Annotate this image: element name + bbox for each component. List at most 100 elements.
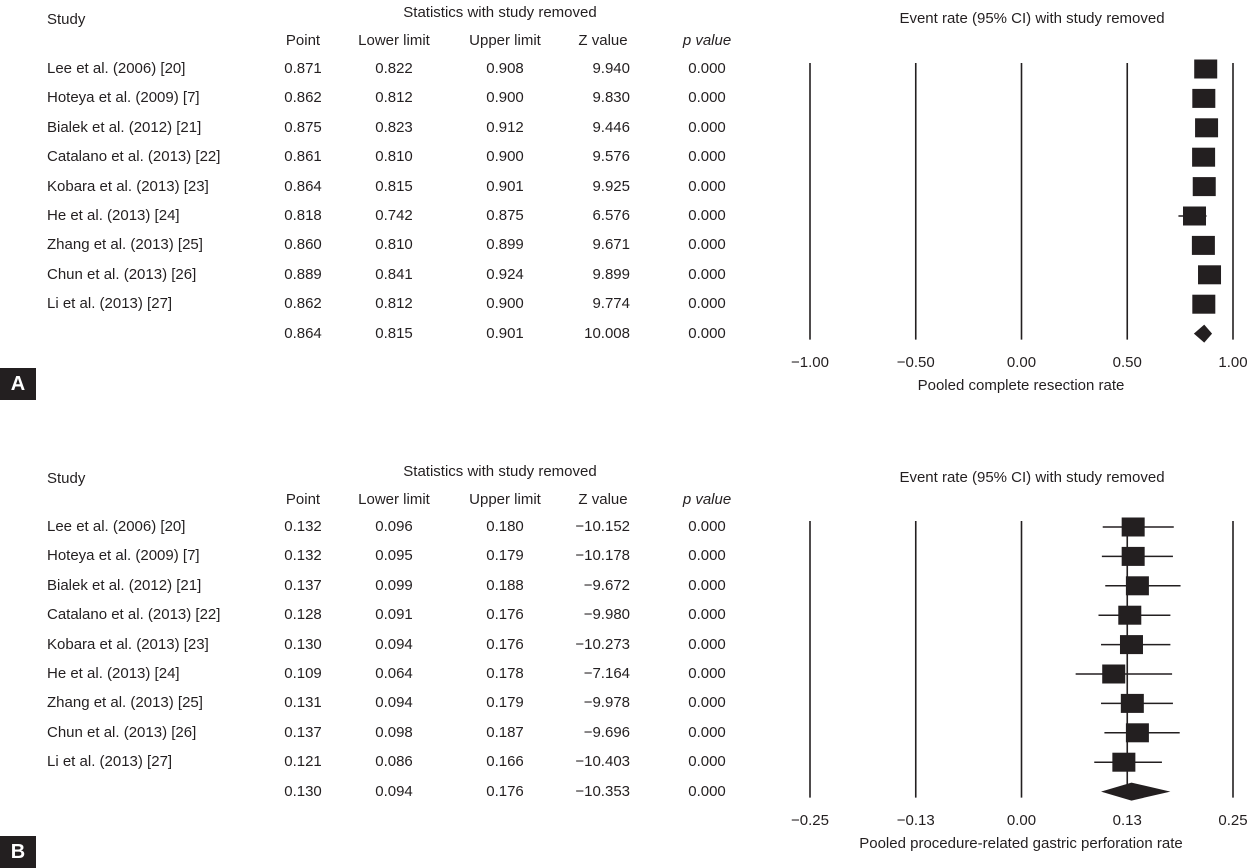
cell-p: 0.000: [688, 118, 726, 136]
point-estimate-square: [1102, 664, 1126, 684]
column-header: Z value: [578, 32, 628, 49]
study-name: Hoteya et al. (2009) [7]: [47, 547, 200, 565]
cell-upper: 0.187: [486, 723, 524, 741]
cell-upper: 0.924: [486, 265, 524, 283]
column-header: Z value: [578, 491, 628, 508]
cell-lower: 0.822: [375, 60, 413, 77]
cell-z: 9.576: [592, 148, 630, 166]
point-estimate-square: [1125, 723, 1149, 743]
column-header: Point: [285, 491, 321, 508]
point-estimate-square: [1191, 235, 1215, 255]
cell-point: 0.862: [284, 89, 322, 107]
point-estimate-square: [1192, 177, 1216, 197]
cell-lower: 0.086: [375, 753, 413, 771]
cell-p: 0.000: [688, 236, 726, 254]
cell-z: −9.980: [583, 606, 630, 624]
cell-lower: 0.823: [375, 118, 413, 136]
cell-lower: 0.098: [375, 723, 413, 741]
cell-lower: 0.815: [375, 324, 413, 342]
panel-label-a: A: [0, 368, 36, 400]
x-tick-label: 0.25: [1218, 811, 1248, 829]
point-estimate-square: [1198, 265, 1222, 285]
study-name: Chun et al. (2013) [26]: [47, 723, 197, 741]
point-estimate-square: [1125, 576, 1149, 596]
cell-lower: 0.742: [375, 207, 413, 224]
study-column-header: Study: [47, 470, 86, 487]
cell-p: 0.000: [688, 148, 726, 166]
cell-upper: 0.900: [486, 295, 524, 313]
study-name: Bialek et al. (2012) [21]: [47, 576, 202, 594]
plot-title: Event rate (95% CI) with study removed: [899, 10, 1165, 27]
point-estimate-square: [1183, 206, 1207, 226]
study-name: Zhang et al. (2013) [25]: [47, 236, 203, 254]
cell-p: 0.000: [688, 723, 726, 741]
cell-lower: 0.812: [375, 295, 413, 313]
cell-z: 9.899: [592, 265, 630, 283]
cell-upper: 0.188: [486, 576, 524, 594]
cell-z: −10.403: [575, 753, 630, 771]
cell-z: −10.273: [575, 635, 630, 653]
study-name: Zhang et al. (2013) [25]: [47, 694, 203, 712]
cell-p: 0.000: [688, 694, 726, 712]
cell-lower: 0.815: [375, 177, 413, 195]
cell-point: 0.871: [284, 60, 322, 77]
cell-upper: 0.179: [486, 694, 524, 712]
cell-point: 0.862: [284, 295, 322, 313]
point-estimate-square: [1192, 147, 1216, 167]
cell-upper: 0.901: [486, 177, 524, 195]
study-name: Catalano et al. (2013) [22]: [47, 148, 221, 166]
cell-upper: 0.908: [486, 60, 524, 77]
cell-p: 0.000: [688, 60, 726, 77]
cell-upper: 0.176: [486, 606, 524, 624]
study-name: Hoteya et al. (2009) [7]: [47, 89, 200, 107]
x-tick-label: 0.00: [1006, 353, 1037, 371]
cell-lower: 0.094: [375, 694, 413, 712]
cell-point: 0.131: [284, 694, 322, 712]
cell-point: 0.132: [284, 547, 322, 565]
cell-z: −9.978: [583, 694, 630, 712]
cell-lower: 0.064: [375, 665, 413, 682]
cell-z: −9.672: [583, 576, 630, 594]
x-tick-label: 1.00: [1218, 353, 1248, 371]
cell-z: 9.446: [592, 118, 630, 136]
cell-lower: 0.094: [375, 635, 413, 653]
point-estimate-square: [1121, 517, 1145, 537]
column-header: p value: [682, 32, 732, 49]
cell-lower: 0.095: [375, 547, 413, 565]
cell-point: 0.864: [284, 177, 322, 195]
pooled-diamond: [1101, 782, 1171, 801]
stats-group-header: Statistics with study removed: [403, 463, 597, 480]
cell-p: 0.000: [688, 547, 726, 565]
column-header: Lower limit: [358, 491, 430, 508]
cell-p: 0.000: [688, 265, 726, 283]
cell-lower: 0.810: [375, 236, 413, 254]
cell-point: 0.875: [284, 118, 322, 136]
point-estimate-square: [1112, 752, 1136, 772]
cell-lower: 0.841: [375, 265, 413, 283]
column-header: Upper limit: [469, 491, 541, 508]
cell-z: 9.830: [592, 89, 630, 107]
cell-point: 0.137: [284, 576, 322, 594]
cell-point: 0.109: [284, 665, 322, 682]
study-name: Lee et al. (2006) [20]: [47, 60, 186, 77]
cell-p: 0.000: [688, 782, 726, 800]
cell-z: 9.925: [592, 177, 630, 195]
cell-point: 0.132: [284, 518, 322, 535]
cell-upper: 0.875: [486, 207, 524, 224]
cell-lower: 0.094: [375, 782, 413, 800]
cell-p: 0.000: [688, 89, 726, 107]
cell-z: −10.178: [575, 547, 630, 565]
cell-z: 9.671: [592, 236, 630, 254]
cell-upper: 0.166: [486, 753, 524, 771]
cell-point: 0.130: [284, 782, 322, 800]
cell-p: 0.000: [688, 295, 726, 313]
cell-point: 0.889: [284, 265, 322, 283]
cell-upper: 0.912: [486, 118, 524, 136]
cell-p: 0.000: [688, 576, 726, 594]
study-column-header: Study: [47, 11, 86, 28]
cell-point: 0.121: [284, 753, 322, 771]
x-tick-label: −0.13: [896, 811, 935, 829]
cell-p: 0.000: [688, 665, 726, 682]
study-name: Catalano et al. (2013) [22]: [47, 606, 221, 624]
